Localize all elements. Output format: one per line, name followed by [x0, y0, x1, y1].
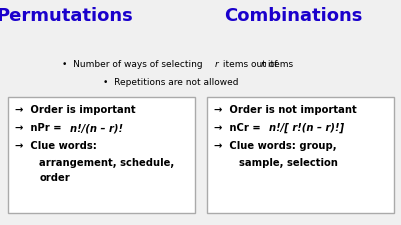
Text: items out of: items out of — [220, 60, 280, 69]
FancyBboxPatch shape — [207, 98, 393, 213]
FancyBboxPatch shape — [8, 98, 194, 213]
Text: arrangement, schedule,: arrangement, schedule, — [39, 158, 174, 167]
Text: n!/[ r!(n – r)!]: n!/[ r!(n – r)!] — [268, 123, 343, 133]
Text: →  Order is important: → Order is important — [15, 105, 136, 115]
Text: sample, selection: sample, selection — [239, 158, 337, 167]
Text: →  Order is not important: → Order is not important — [214, 105, 356, 115]
Text: •  Number of ways of selecting: • Number of ways of selecting — [62, 60, 205, 69]
Text: r: r — [215, 60, 218, 69]
Text: →  Clue words:: → Clue words: — [15, 141, 97, 151]
Text: →  nPr =: → nPr = — [15, 123, 65, 133]
Text: Permutations: Permutations — [0, 7, 132, 25]
Text: n!/(n – r)!: n!/(n – r)! — [70, 123, 123, 133]
Text: →  nCr =: → nCr = — [214, 123, 264, 133]
Text: n: n — [260, 60, 265, 69]
Text: order: order — [39, 172, 70, 182]
Text: →  Clue words: group,: → Clue words: group, — [214, 141, 336, 151]
Text: items: items — [265, 60, 293, 69]
Text: Combinations: Combinations — [224, 7, 362, 25]
Text: •  Repetitions are not allowed: • Repetitions are not allowed — [102, 78, 237, 87]
